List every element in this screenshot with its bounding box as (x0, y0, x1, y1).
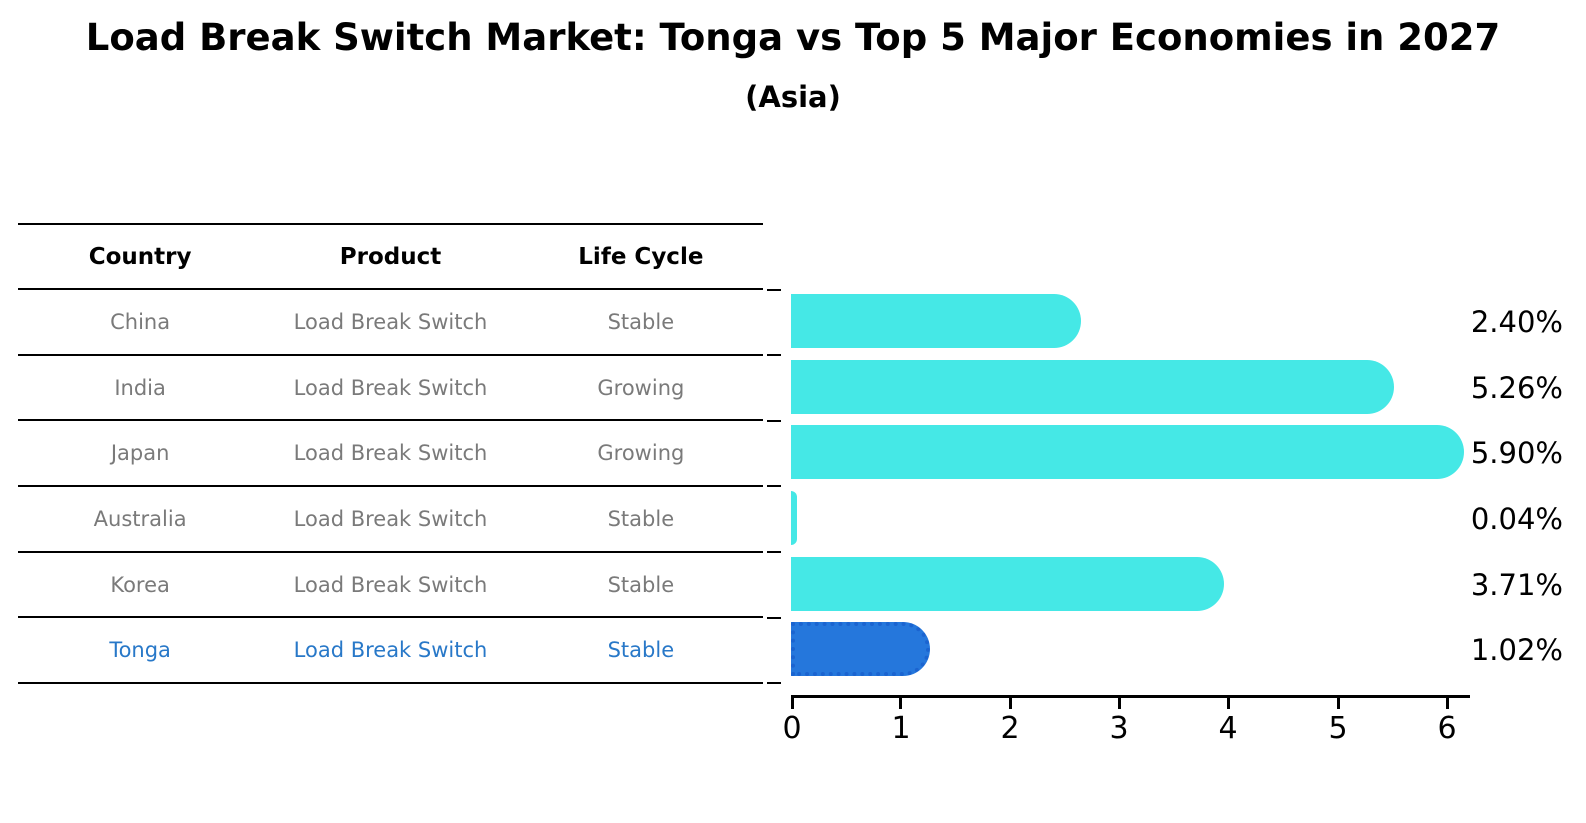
value-labels: 2.40% 5.26% 5.90% 0.04% 3.71% 1.02% (1458, 289, 1563, 683)
cell-life-cycle: Growing (597, 375, 685, 400)
value-label-tonga: 1.02% (1470, 633, 1563, 668)
chart-subtitle: (Asia) (745, 80, 841, 114)
bar-australia (791, 491, 798, 546)
x-axis (791, 695, 1470, 698)
table-row-tonga: Tonga Load Break Switch Stable (18, 616, 763, 682)
column-header-product: Product (339, 243, 442, 270)
y-tick (767, 551, 781, 553)
country-table: Country Product Life Cycle China Load Br… (18, 223, 763, 685)
x-tick-label: 4 (1218, 711, 1238, 746)
cell-life-cycle: Stable (607, 506, 675, 531)
y-tick (767, 289, 781, 291)
bar-korea (791, 556, 1225, 611)
cell-country: China (110, 309, 171, 334)
cell-country: Japan (110, 441, 170, 466)
x-tick-mark (1009, 698, 1012, 709)
column-header-country: Country (88, 243, 192, 270)
cell-product: Load Break Switch (293, 309, 488, 334)
column-header-life-cycle: Life Cycle (578, 243, 704, 270)
x-tick-mark (791, 698, 794, 709)
cell-product: Load Break Switch (293, 441, 488, 466)
table-row-india: India Load Break Switch Growing (18, 353, 763, 420)
x-tick-label: 2 (1000, 711, 1020, 746)
table-row-japan: Japan Load Break Switch Growing (18, 419, 763, 485)
bar-tonga-highlight (791, 622, 930, 677)
x-tick-mark (899, 698, 902, 709)
x-tick-label: 0 (782, 711, 802, 746)
cell-life-cycle: Stable (607, 638, 675, 663)
table-header-row: Country Product Life Cycle (18, 223, 763, 288)
x-tick-label: 1 (891, 711, 911, 746)
table-row-china: China Load Break Switch Stable (18, 288, 763, 354)
cell-product: Load Break Switch (293, 375, 488, 400)
cell-life-cycle: Stable (607, 572, 675, 597)
x-tick-mark (1337, 698, 1340, 709)
cell-product: Load Break Switch (293, 638, 488, 663)
y-tick (767, 617, 781, 619)
value-label-japan: 5.90% (1470, 436, 1563, 471)
cell-country: Tonga (109, 638, 171, 663)
cell-country: India (114, 375, 166, 400)
x-tick-label: 3 (1109, 711, 1129, 746)
cell-country: Australia (93, 506, 187, 531)
y-tick (767, 420, 781, 422)
cell-life-cycle: Growing (597, 441, 685, 466)
chart-title: Load Break Switch Market: Tonga vs Top 5… (85, 16, 1501, 59)
cell-country: Korea (110, 572, 170, 597)
value-label-china: 2.40% (1470, 304, 1563, 339)
x-tick-label: 5 (1328, 711, 1348, 746)
x-tick-mark (1446, 698, 1449, 709)
y-tick (767, 354, 781, 356)
y-tick (767, 485, 781, 487)
cell-product: Load Break Switch (293, 572, 488, 597)
bar-plot: 0 1 2 3 4 5 6 (767, 289, 1470, 749)
table-bottom-rule (18, 682, 763, 685)
bar-india (791, 359, 1395, 414)
x-tick-label: 6 (1437, 711, 1457, 746)
table-row-australia: Australia Load Break Switch Stable (18, 485, 763, 551)
cell-product: Load Break Switch (293, 506, 488, 531)
value-label-australia: 0.04% (1470, 501, 1563, 536)
value-label-india: 5.26% (1470, 370, 1563, 405)
value-label-korea: 3.71% (1470, 567, 1563, 602)
cell-life-cycle: Stable (607, 309, 675, 334)
bar-japan (791, 425, 1465, 480)
x-tick-mark (1227, 698, 1230, 709)
x-tick-mark (1118, 698, 1121, 709)
table-row-korea: Korea Load Break Switch Stable (18, 550, 763, 617)
y-tick (767, 682, 781, 684)
bar-china (791, 294, 1081, 348)
